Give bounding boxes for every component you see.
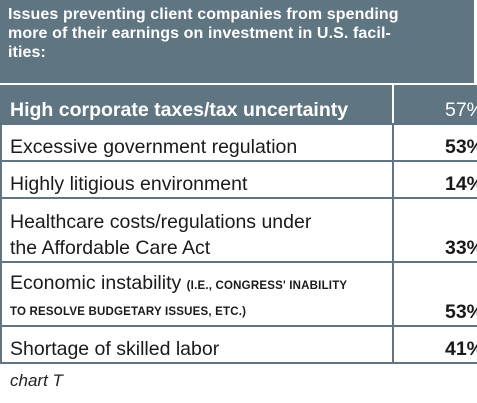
- row-value: 14%: [392, 160, 477, 199]
- row-label-line-2: the Affordable Care Act: [10, 237, 211, 259]
- data-table: High corporate taxes/tax uncertainty 57%…: [0, 83, 477, 364]
- row-value: 41%: [392, 325, 477, 364]
- row-value: 53%: [392, 261, 477, 327]
- table-row: Healthcare costs/regulations under the A…: [0, 197, 477, 263]
- title-line-1: Issues preventing client companies from …: [8, 6, 399, 23]
- table-row: Economic instability (I.E., CONGRESS' IN…: [0, 261, 477, 327]
- row-value: 53%: [392, 123, 477, 162]
- title-line-2: more of their earnings on investment in …: [8, 25, 391, 42]
- table-row: Excessive government regulation 53%: [0, 123, 477, 162]
- row-label: Excessive government regulation: [0, 123, 394, 162]
- row-label-note-1: (I.E., CONGRESS' INABILITY: [186, 280, 348, 292]
- row-label: Healthcare costs/regulations under the A…: [0, 197, 394, 263]
- table-row: High corporate taxes/tax uncertainty 57%: [0, 83, 477, 125]
- table-row: Highly litigious environment 14%: [0, 160, 477, 199]
- survey-table-chart: Issues preventing client companies from …: [0, 0, 477, 364]
- table-row: Shortage of skilled labor 41%: [0, 325, 477, 364]
- row-label: Shortage of skilled labor: [0, 325, 394, 364]
- row-label-line-1: Healthcare costs/regulations under: [10, 211, 312, 233]
- row-label-main: Economic instability: [10, 272, 182, 294]
- chart-title: Issues preventing client companies from …: [0, 0, 474, 83]
- row-label-note-2: TO RESOLVE BUDGETARY ISSUES, ETC.): [10, 306, 247, 318]
- chart-caption: chart T: [10, 371, 63, 390]
- row-label: Highly litigious environment: [0, 160, 394, 199]
- row-label: Economic instability (I.E., CONGRESS' IN…: [0, 261, 394, 327]
- row-value: 33%: [392, 197, 477, 263]
- row-value: 57%: [392, 83, 477, 125]
- title-line-3: ities:: [8, 44, 46, 61]
- row-label: High corporate taxes/tax uncertainty: [0, 83, 394, 125]
